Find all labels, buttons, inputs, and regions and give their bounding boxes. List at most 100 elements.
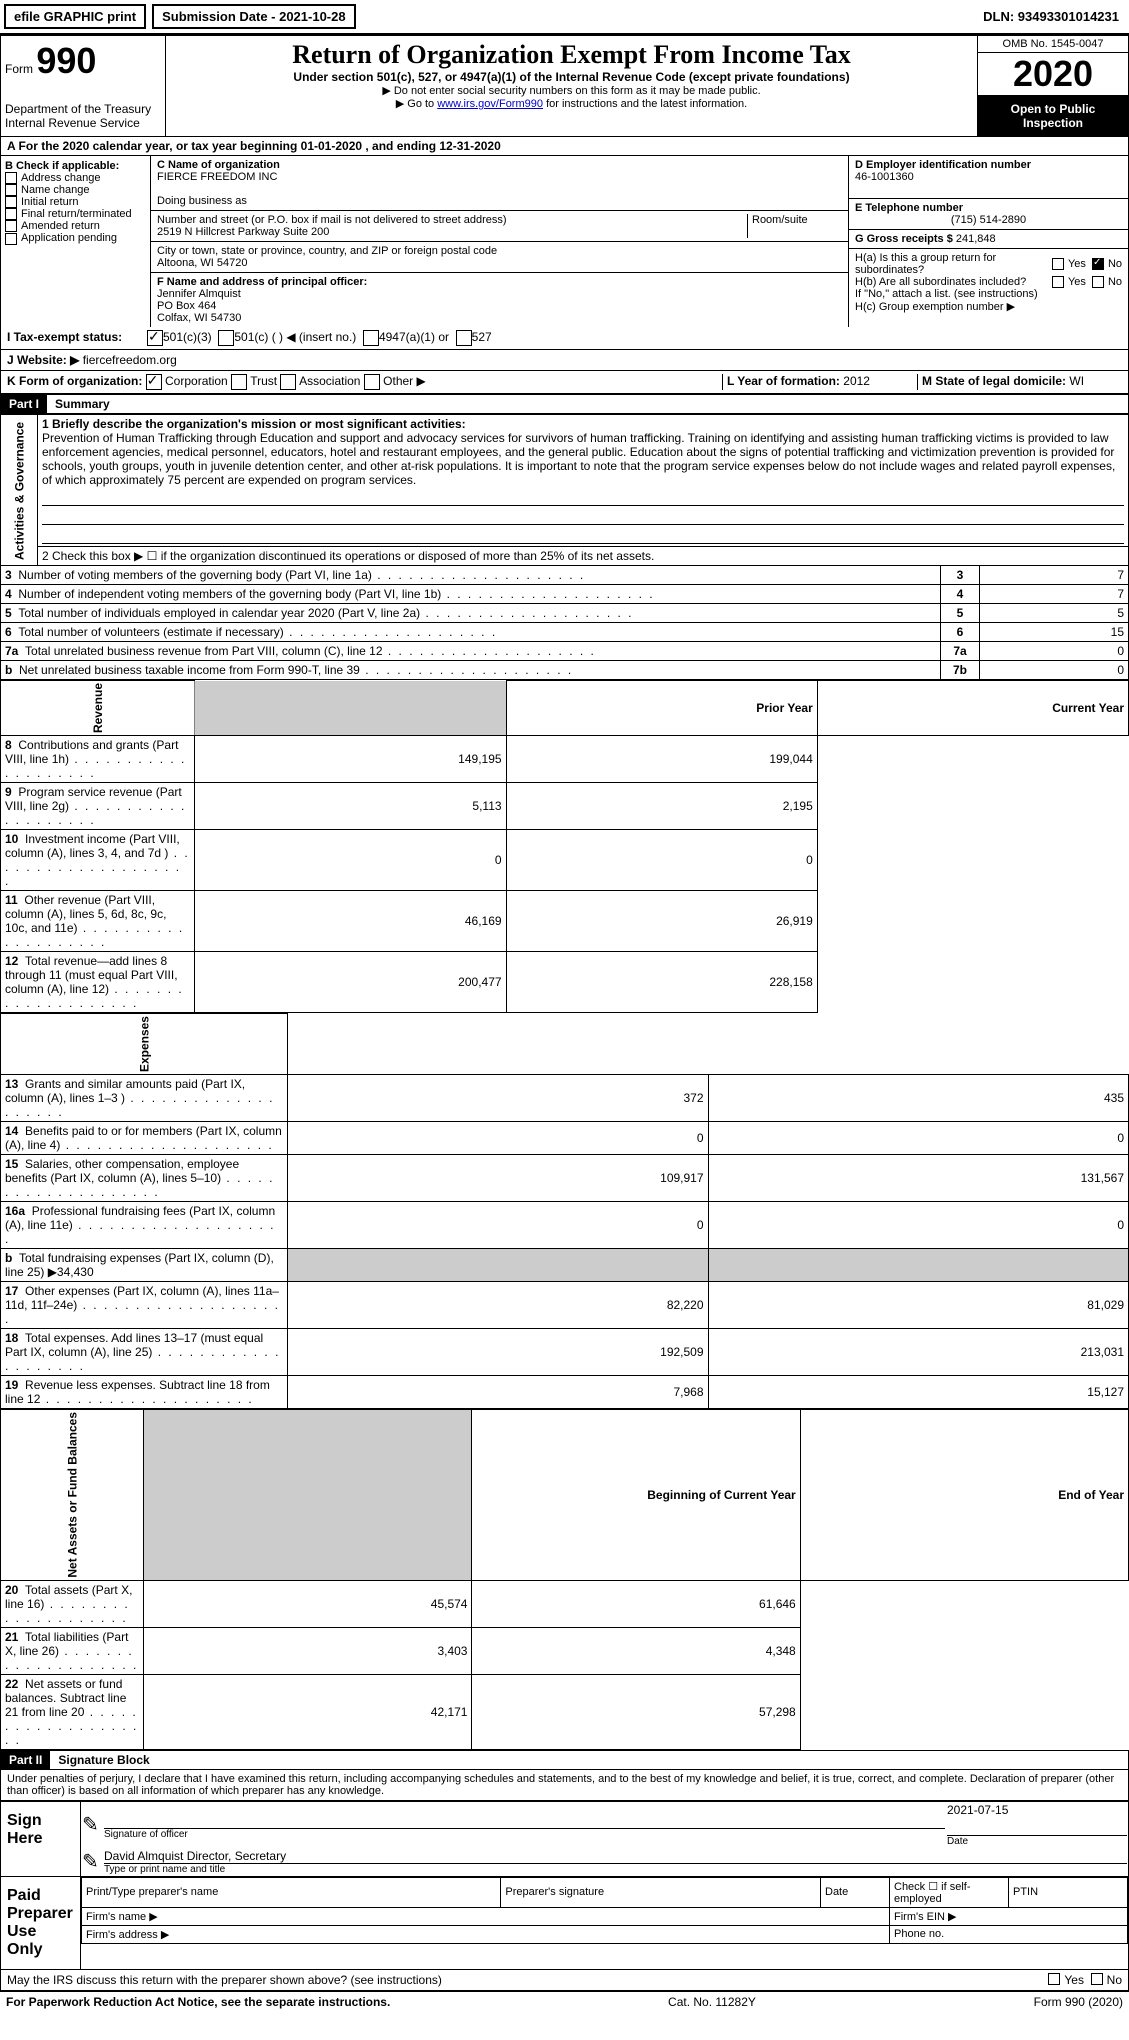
discuss-yes-lbl: Yes <box>1064 1973 1084 1987</box>
side-exp: Expenses <box>1 1014 288 1075</box>
check-trust[interactable] <box>231 374 247 390</box>
exp-row: 16a Professional fundraising fees (Part … <box>1 1202 1129 1249</box>
pp-ein-lbl: Firm's EIN ▶ <box>890 1907 1128 1925</box>
lbl-501c3: 501(c)(3) <box>163 330 212 346</box>
box-right: D Employer identification number 46-1001… <box>848 156 1128 327</box>
footer-left: For Paperwork Reduction Act Notice, see … <box>6 1995 390 2009</box>
street-label: Number and street (or P.O. box if mail i… <box>157 214 747 226</box>
na-row: 21 Total liabilities (Part X, line 26) 3… <box>1 1627 1129 1674</box>
l-label: L Year of formation: <box>727 374 840 388</box>
i-label: I Tax-exempt status: <box>7 330 147 346</box>
ag-row: b Net unrelated business taxable income … <box>1 661 1129 680</box>
form-word: Form <box>5 62 33 76</box>
pp-ptin-lbl: PTIN <box>1009 1877 1128 1907</box>
part1-tag: Part I <box>1 395 47 413</box>
check-assoc[interactable] <box>280 374 296 390</box>
ag-row: 3 Number of voting members of the govern… <box>1 566 1129 585</box>
hb-yes[interactable] <box>1052 276 1064 288</box>
part2-title: Signature Block <box>58 1753 149 1767</box>
dln-label: DLN: 93493301014231 <box>983 9 1119 24</box>
hdr-beg: Beginning of Current Year <box>472 1410 800 1581</box>
part1-header: Part I Summary <box>0 394 1129 414</box>
form-title: Return of Organization Exempt From Incom… <box>170 40 973 70</box>
pp-firm-lbl: Firm's name ▶ <box>82 1907 890 1925</box>
ag-row: 7a Total unrelated business revenue from… <box>1 642 1129 661</box>
lbl-final-return: Final return/terminated <box>21 208 132 220</box>
ha-no[interactable] <box>1092 258 1104 270</box>
f-addr1: PO Box 464 <box>157 300 842 312</box>
revenue-table: Revenue Prior Year Current Year 8 Contri… <box>0 680 1129 1013</box>
perjury-text: Under penalties of perjury, I declare th… <box>0 1770 1129 1801</box>
check-501c[interactable] <box>218 330 234 346</box>
check-name-change[interactable] <box>5 184 17 196</box>
rev-row: 12 Total revenue—add lines 8 through 11 … <box>1 952 1129 1013</box>
rev-row: 10 Investment income (Part VIII, column … <box>1 830 1129 891</box>
header-left: Form 990 Department of the Treasury Inte… <box>1 36 166 136</box>
check-4947[interactable] <box>363 330 379 346</box>
l1-label: 1 Briefly describe the organization's mi… <box>42 417 1124 431</box>
check-corp[interactable] <box>146 374 162 390</box>
submission-date-button[interactable]: Submission Date - 2021-10-28 <box>152 4 356 29</box>
hc-label: H(c) Group exemption number ▶ <box>855 300 1122 313</box>
irs-link[interactable]: www.irs.gov/Form990 <box>437 98 543 110</box>
sign-here-label: Sign Here <box>1 1802 81 1876</box>
hb-no-lbl: No <box>1108 276 1122 288</box>
ha-label: H(a) Is this a group return for subordin… <box>855 252 1052 276</box>
pp-date-lbl: Date <box>821 1877 890 1907</box>
hb-note: If "No," attach a list. (see instruction… <box>855 288 1122 300</box>
info-block: B Check if applicable: Address change Na… <box>0 156 1129 327</box>
rev-row: 9 Program service revenue (Part VIII, li… <box>1 783 1129 830</box>
exp-row: 15 Salaries, other compensation, employe… <box>1 1155 1129 1202</box>
l2-text: 2 Check this box ▶ ☐ if the organization… <box>38 547 1129 566</box>
pp-phone-lbl: Phone no. <box>890 1925 1128 1943</box>
g-label: G Gross receipts $ <box>855 233 953 245</box>
netassets-table: Net Assets or Fund Balances Beginning of… <box>0 1409 1129 1750</box>
check-address-change[interactable] <box>5 172 17 184</box>
form-subtitle: Under section 501(c), 527, or 4947(a)(1)… <box>170 70 973 84</box>
lbl-527: 527 <box>472 330 492 346</box>
paid-preparer-block: Paid Preparer Use Only Print/Type prepar… <box>0 1877 1129 1970</box>
check-501c3[interactable] <box>147 330 163 346</box>
check-app-pending[interactable] <box>5 233 17 245</box>
ha-no-lbl: No <box>1108 258 1122 270</box>
check-527[interactable] <box>456 330 472 346</box>
pp-addr-lbl: Firm's address ▶ <box>82 1925 890 1943</box>
hb-label: H(b) Are all subordinates included? <box>855 276 1052 288</box>
exp-row: 13 Grants and similar amounts paid (Part… <box>1 1075 1129 1122</box>
row-a-tax-year: A For the 2020 calendar year, or tax yea… <box>0 137 1129 156</box>
pen-icon-2: ✎ <box>81 1848 103 1876</box>
efile-print-button[interactable]: efile GRAPHIC print <box>4 4 146 29</box>
check-amended-return[interactable] <box>5 220 17 232</box>
part1-title: Summary <box>55 397 110 411</box>
check-initial-return[interactable] <box>5 196 17 208</box>
side-ag: Activities & Governance <box>1 415 38 566</box>
open-inspection: Open to Public Inspection <box>978 96 1128 136</box>
exp-row: 14 Benefits paid to or for members (Part… <box>1 1122 1129 1155</box>
hdr-curr: Current Year <box>817 681 1128 736</box>
na-row: 22 Net assets or fund balances. Subtract… <box>1 1674 1129 1749</box>
ag-row: 4 Number of independent voting members o… <box>1 585 1129 604</box>
footer-right: Form 990 (2020) <box>1034 1995 1123 2009</box>
discuss-yes[interactable] <box>1048 1973 1060 1985</box>
pp-name-lbl: Print/Type preparer's name <box>82 1877 501 1907</box>
check-final-return[interactable] <box>5 208 17 220</box>
ha-yes-lbl: Yes <box>1068 258 1086 270</box>
ha-yes[interactable] <box>1052 258 1064 270</box>
sig-officer-lbl: Signature of officer <box>104 1829 945 1840</box>
discuss-no[interactable] <box>1091 1973 1103 1985</box>
box-b-title: B Check if applicable: <box>5 160 146 172</box>
exp-row: 18 Total expenses. Add lines 13–17 (must… <box>1 1329 1129 1376</box>
rev-row: 11 Other revenue (Part VIII, column (A),… <box>1 891 1129 952</box>
tax-year: 2020 <box>978 53 1128 96</box>
exp-row: 17 Other expenses (Part IX, column (A), … <box>1 1282 1129 1329</box>
goto-pre: ▶ Go to <box>396 98 437 110</box>
lbl-app-pending: Application pending <box>21 232 117 244</box>
lbl-address-change: Address change <box>21 172 101 184</box>
expenses-table: Expenses 13 Grants and similar amounts p… <box>0 1013 1129 1409</box>
box-c: C Name of organization FIERCE FREEDOM IN… <box>151 156 848 327</box>
sig-date-lbl: Date <box>947 1836 1127 1847</box>
d-label: D Employer identification number <box>855 159 1122 171</box>
hb-no[interactable] <box>1092 276 1104 288</box>
org-name: FIERCE FREEDOM INC <box>157 171 842 183</box>
check-other[interactable] <box>364 374 380 390</box>
